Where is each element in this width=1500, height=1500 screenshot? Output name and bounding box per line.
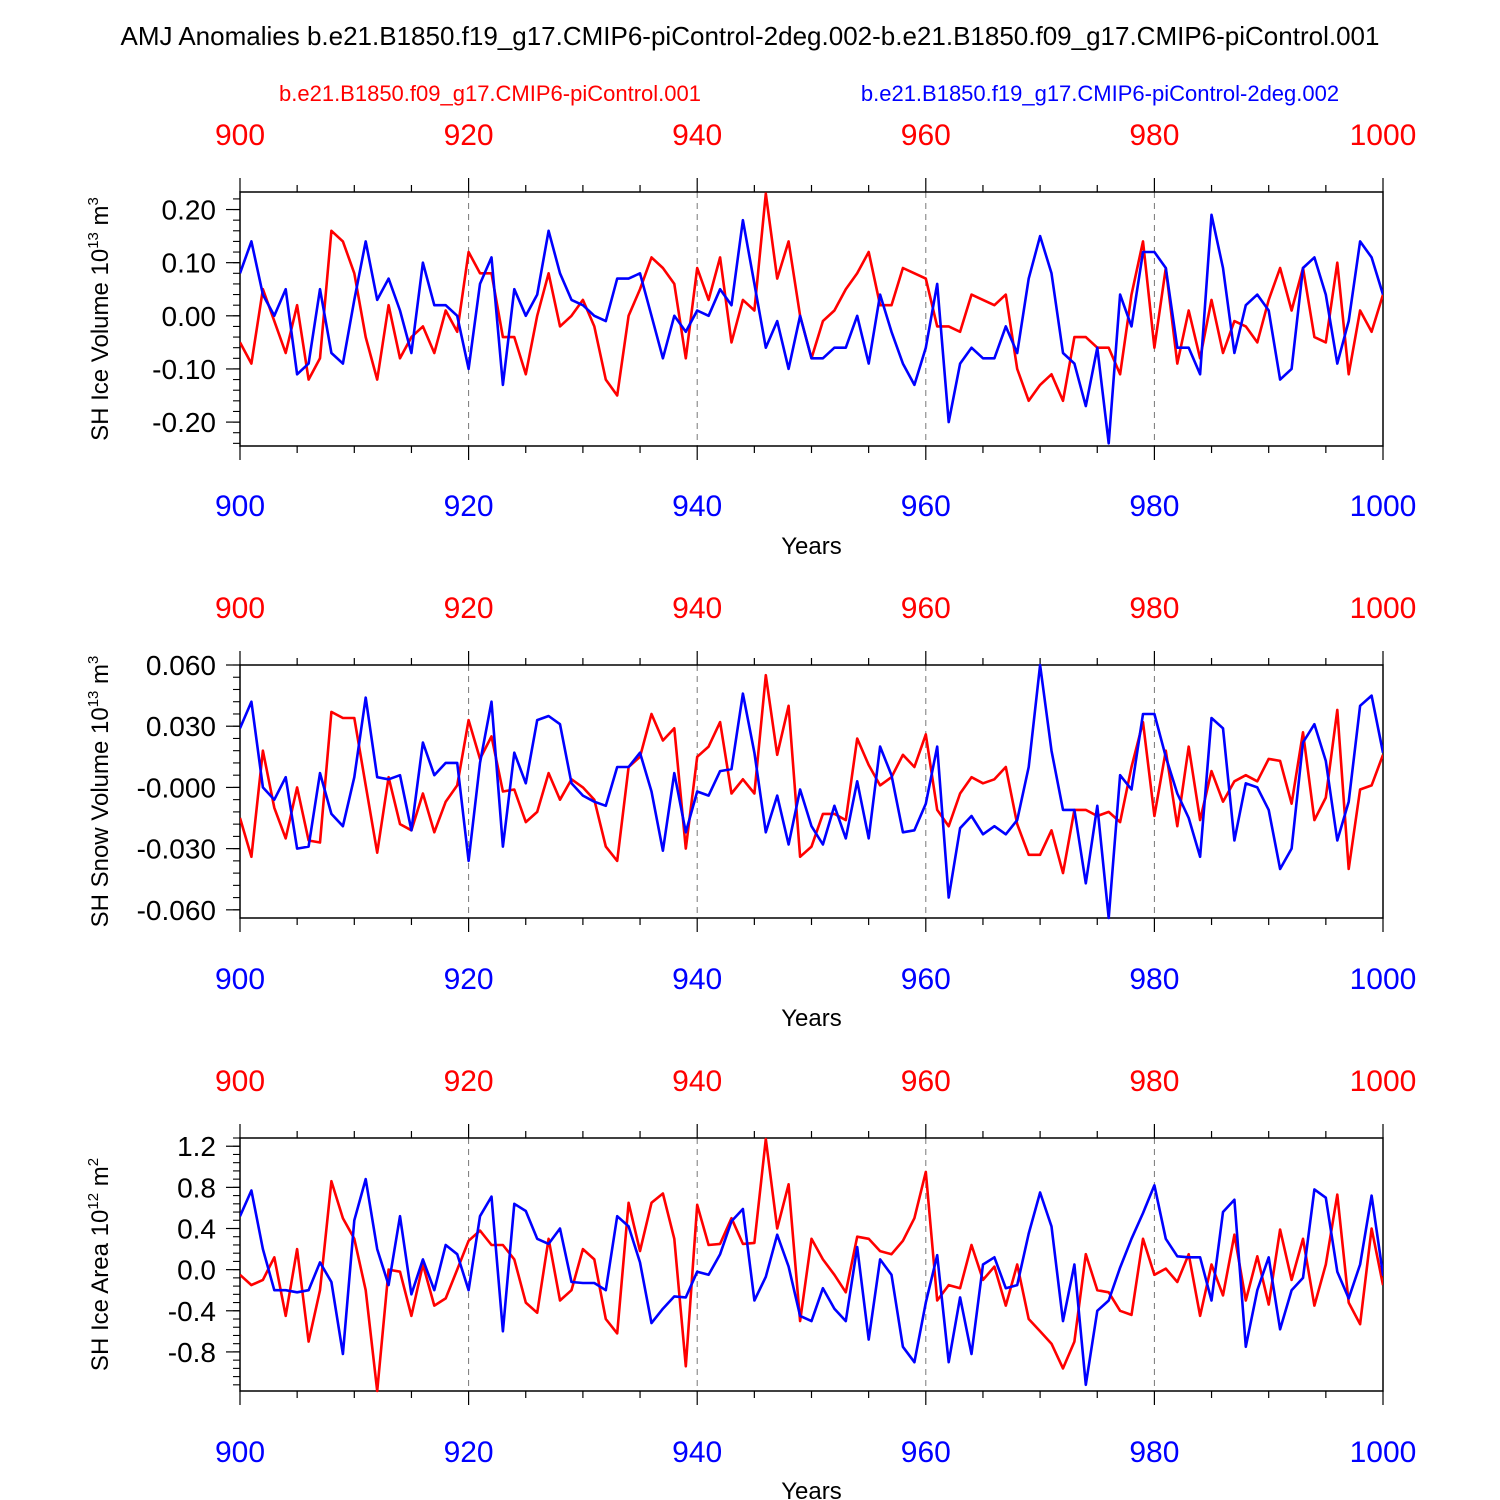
y-tick-label: 0.8 [177,1172,216,1203]
x-tick-label-bottom: 980 [1129,490,1179,523]
x-tick-label-bottom: 940 [672,963,722,996]
y-tick-label: 0.0 [177,1255,216,1286]
x-tick-label-top: 980 [1129,119,1179,152]
x-tick-label-top: 1000 [1350,1065,1417,1098]
x-tick-label-top: 900 [215,119,265,152]
x-tick-label-top: 900 [215,1065,265,1098]
series-line-blue [240,213,1383,445]
x-axis-label: Years [781,533,842,560]
y-tick-label: 0.030 [146,711,216,742]
x-tick-label-top: 960 [901,592,951,625]
x-tick-label-bottom: 1000 [1350,490,1417,523]
x-tick-label-bottom: 920 [444,963,494,996]
x-tick-label-bottom: 960 [901,1436,951,1469]
x-tick-label-bottom: 940 [672,490,722,523]
y-tick-label: 0.10 [162,248,217,279]
y-tick-label: -0.060 [137,895,216,926]
panel-snow-volume: 900 900 920 920 940 940 960 960 980 980 1000 1000 0.… [85,592,1416,1032]
y-tick-label: -0.4 [168,1296,216,1327]
x-tick-label-top: 940 [672,119,722,152]
y-tick-label: 0.20 [162,195,217,226]
y-tick-label: 1.2 [177,1131,216,1162]
x-tick-label-top: 940 [672,1065,722,1098]
panels: 900 900 920 920 940 940 960 960 980 980 1000 1000 0.… [85,119,1416,1500]
x-tick-label-bottom: 980 [1129,1436,1179,1469]
x-tick-label-bottom: 900 [215,1436,265,1469]
x-tick-label-top: 940 [672,592,722,625]
y-tick-label: -0.20 [152,407,216,438]
y-tick-label: -0.8 [168,1337,216,1368]
y-axis-label: SH Ice Volume 1013 m3 [85,197,114,441]
y-tick-label: -0.10 [152,354,216,385]
x-axis-label: Years [781,1478,842,1500]
x-tick-label-top: 980 [1129,592,1179,625]
x-tick-label-bottom: 1000 [1350,1436,1417,1469]
x-tick-label-top: 1000 [1350,592,1417,625]
plot-frame [239,664,1384,919]
figure-title: AMJ Anomalies b.e21.B1850.f19_g17.CMIP6-… [121,21,1380,51]
y-tick-label: -0.030 [137,834,216,865]
series-line-blue [240,1177,1383,1387]
panel-ice-volume: 900 900 920 920 940 940 960 960 980 980 1000 1000 0.… [85,119,1416,560]
y-tick-label: 0.00 [162,301,217,332]
x-tick-label-bottom: 900 [215,490,265,523]
x-tick-label-bottom: 980 [1129,963,1179,996]
x-tick-label-top: 920 [444,1065,494,1098]
y-tick-label: -0.000 [137,772,216,803]
y-axis-label: SH Ice Area 1012 m2 [85,1158,114,1371]
legend-blue-label: b.e21.B1850.f19_g17.CMIP6-piControl-2deg… [861,81,1339,106]
x-tick-label-bottom: 920 [444,490,494,523]
x-tick-label-top: 900 [215,592,265,625]
legend-red-label: b.e21.B1850.f09_g17.CMIP6-piControl.001 [279,81,701,106]
x-tick-label-top: 1000 [1350,119,1417,152]
y-tick-label: 0.060 [146,650,216,681]
x-tick-label-top: 920 [444,592,494,625]
x-tick-label-top: 980 [1129,1065,1179,1098]
series-line-red [240,673,1383,875]
x-tick-label-bottom: 1000 [1350,963,1417,996]
y-tick-label: 0.4 [177,1214,216,1245]
x-tick-label-top: 960 [901,1065,951,1098]
x-tick-label-bottom: 960 [901,963,951,996]
x-tick-label-bottom: 900 [215,963,265,996]
x-tick-label-top: 960 [901,119,951,152]
panel-ice-area: 900 900 920 920 940 940 960 960 980 980 1000 1000 1.… [85,1065,1416,1500]
y-axis-label: SH Snow Volume 1013 m3 [85,656,114,928]
x-tick-label-top: 920 [444,119,494,152]
x-tick-label-bottom: 920 [444,1436,494,1469]
series-line-blue [240,663,1383,920]
x-axis-label: Years [781,1005,842,1032]
x-tick-label-bottom: 940 [672,1436,722,1469]
x-tick-label-bottom: 960 [901,490,951,523]
series-line-red [240,1137,1383,1393]
